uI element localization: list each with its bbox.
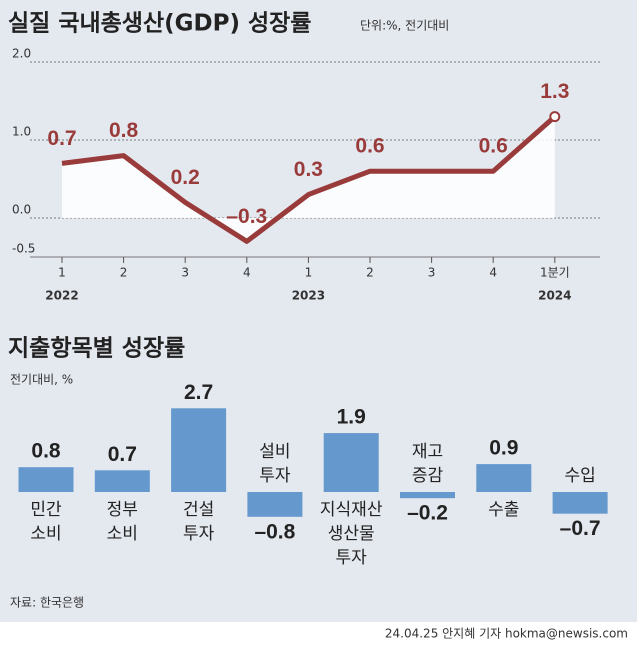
y-tick-label: 2.0 — [12, 47, 31, 61]
x-tick-label: 2 — [366, 266, 374, 280]
background — [0, 0, 637, 622]
year-label: 2024 — [538, 289, 571, 303]
area — [62, 116, 555, 242]
x-tick-label: 4 — [243, 266, 251, 280]
value-label: 0.2 — [171, 166, 200, 189]
value-label: 0.7 — [47, 127, 76, 150]
value-label: 1.9 — [337, 406, 366, 429]
value-label: 0.6 — [479, 135, 508, 158]
category-label: 지식재산 생산물 투자 — [320, 500, 383, 568]
x-tick-label: 1분기 — [540, 266, 570, 280]
line — [61, 114, 557, 244]
value-label: –0.8 — [254, 520, 295, 543]
y-tick-label: 0.0 — [12, 203, 31, 217]
x-tick-label: 3 — [181, 266, 189, 280]
bar — [247, 492, 303, 517]
x-tick-label: 1 — [58, 266, 66, 280]
value-label: 0.9 — [489, 437, 518, 460]
credit: 24.04.25 안지혜 기자 hokma@newsis.com — [385, 627, 628, 641]
chart-title: 실질 국내총생산(GDP) 성장률 — [8, 11, 311, 37]
x-tick-label: 2 — [120, 266, 128, 280]
category-label: 설비 투자 — [259, 442, 291, 486]
value-label: –0.7 — [560, 517, 601, 540]
value-label: 0.7 — [108, 443, 137, 466]
bar — [400, 492, 455, 499]
bar — [94, 470, 150, 492]
point — [549, 111, 561, 123]
bar — [18, 467, 74, 492]
bar — [476, 464, 532, 492]
value-label: 0.6 — [355, 135, 384, 158]
category-label: 민간 소비 — [30, 500, 62, 544]
x-tick-label: 1 — [305, 266, 313, 280]
value-label: 2.7 — [184, 381, 213, 404]
chart-subtitle: 전기대비, % — [10, 373, 73, 387]
category-label: 수출 — [488, 500, 519, 520]
y-tick-label: -0.5 — [12, 242, 35, 256]
category-label: 정부 소비 — [107, 500, 138, 544]
x-tick-label: 4 — [489, 266, 497, 280]
y-tick-label: 1.0 — [12, 125, 31, 139]
value-label: –0.2 — [407, 502, 448, 525]
chart-title: 지출항목별 성장률 — [8, 336, 185, 362]
category-label: 수입 — [564, 466, 595, 486]
category-label: 건설 투자 — [183, 500, 215, 544]
source: 자료: 한국은행 — [10, 595, 84, 610]
value-label: –0.3 — [226, 205, 267, 228]
bar — [323, 433, 379, 492]
bar — [552, 492, 608, 514]
year-label: 2023 — [292, 289, 325, 303]
category-label: 재고 증감 — [412, 442, 444, 486]
value-label: 0.8 — [109, 119, 139, 142]
footer-band — [0, 622, 637, 647]
bar — [171, 408, 227, 492]
x-tick-label: 3 — [428, 266, 436, 280]
value-label: 0.3 — [294, 158, 323, 181]
value-label: 0.8 — [31, 440, 61, 463]
chart-subtitle: 단위:%, 전기대비 — [360, 19, 449, 33]
value-label: 1.3 — [540, 80, 569, 103]
year-label: 2022 — [45, 289, 78, 303]
